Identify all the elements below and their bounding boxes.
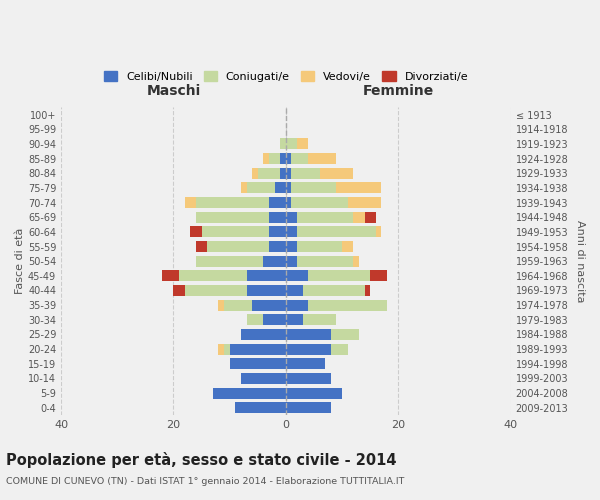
- Bar: [280, 168, 286, 178]
- Bar: [269, 226, 286, 237]
- Bar: [286, 226, 297, 237]
- Bar: [286, 285, 303, 296]
- Bar: [286, 329, 331, 340]
- Bar: [230, 344, 286, 354]
- Bar: [308, 300, 387, 310]
- Bar: [286, 388, 342, 398]
- Bar: [241, 182, 247, 194]
- Bar: [286, 300, 308, 310]
- Text: COMUNE DI CUNEVO (TN) - Dati ISTAT 1° gennaio 2014 - Elaborazione TUTTITALIA.IT: COMUNE DI CUNEVO (TN) - Dati ISTAT 1° ge…: [6, 478, 404, 486]
- Bar: [269, 241, 286, 252]
- Bar: [280, 138, 286, 149]
- Bar: [297, 226, 376, 237]
- Bar: [263, 314, 286, 326]
- Bar: [337, 182, 382, 194]
- Bar: [213, 388, 286, 398]
- Bar: [247, 314, 263, 326]
- Bar: [224, 300, 252, 310]
- Bar: [353, 256, 359, 266]
- Bar: [286, 197, 292, 208]
- Bar: [292, 182, 337, 194]
- Bar: [292, 153, 308, 164]
- Bar: [196, 241, 207, 252]
- Bar: [286, 153, 292, 164]
- Bar: [185, 197, 196, 208]
- Bar: [308, 270, 370, 281]
- Bar: [342, 241, 353, 252]
- Bar: [286, 241, 297, 252]
- Bar: [202, 226, 269, 237]
- Bar: [353, 212, 365, 222]
- Text: Femmine: Femmine: [362, 84, 434, 98]
- Bar: [376, 226, 382, 237]
- Bar: [196, 212, 269, 222]
- Bar: [230, 358, 286, 370]
- Bar: [190, 226, 202, 237]
- Bar: [280, 153, 286, 164]
- Text: Maschi: Maschi: [146, 84, 200, 98]
- Bar: [218, 344, 224, 354]
- Bar: [241, 373, 286, 384]
- Bar: [331, 329, 359, 340]
- Bar: [286, 182, 292, 194]
- Bar: [348, 197, 382, 208]
- Bar: [179, 270, 247, 281]
- Bar: [173, 285, 185, 296]
- Bar: [303, 314, 337, 326]
- Bar: [235, 402, 286, 413]
- Bar: [269, 212, 286, 222]
- Bar: [247, 182, 275, 194]
- Bar: [286, 168, 292, 178]
- Y-axis label: Anni di nascita: Anni di nascita: [575, 220, 585, 302]
- Bar: [269, 197, 286, 208]
- Bar: [297, 241, 342, 252]
- Bar: [286, 373, 331, 384]
- Bar: [297, 212, 353, 222]
- Bar: [292, 168, 320, 178]
- Bar: [320, 168, 353, 178]
- Legend: Celibi/Nubili, Coniugati/e, Vedovi/e, Divorziati/e: Celibi/Nubili, Coniugati/e, Vedovi/e, Di…: [99, 66, 472, 86]
- Text: Popolazione per età, sesso e stato civile - 2014: Popolazione per età, sesso e stato civil…: [6, 452, 397, 468]
- Bar: [297, 138, 308, 149]
- Bar: [218, 300, 224, 310]
- Bar: [286, 212, 297, 222]
- Bar: [224, 344, 230, 354]
- Bar: [370, 270, 387, 281]
- Bar: [241, 329, 286, 340]
- Bar: [292, 197, 348, 208]
- Bar: [286, 256, 297, 266]
- Bar: [258, 168, 280, 178]
- Bar: [286, 344, 331, 354]
- Bar: [196, 256, 263, 266]
- Bar: [247, 285, 286, 296]
- Bar: [162, 270, 179, 281]
- Bar: [286, 358, 325, 370]
- Bar: [365, 285, 370, 296]
- Bar: [263, 153, 269, 164]
- Bar: [303, 285, 365, 296]
- Bar: [252, 300, 286, 310]
- Y-axis label: Fasce di età: Fasce di età: [15, 228, 25, 294]
- Bar: [308, 153, 337, 164]
- Bar: [365, 212, 376, 222]
- Bar: [196, 197, 269, 208]
- Bar: [286, 402, 331, 413]
- Bar: [286, 270, 308, 281]
- Bar: [286, 314, 303, 326]
- Bar: [269, 153, 280, 164]
- Bar: [252, 168, 258, 178]
- Bar: [275, 182, 286, 194]
- Bar: [263, 256, 286, 266]
- Bar: [185, 285, 247, 296]
- Bar: [297, 256, 353, 266]
- Bar: [247, 270, 286, 281]
- Bar: [207, 241, 269, 252]
- Bar: [331, 344, 348, 354]
- Bar: [286, 138, 297, 149]
